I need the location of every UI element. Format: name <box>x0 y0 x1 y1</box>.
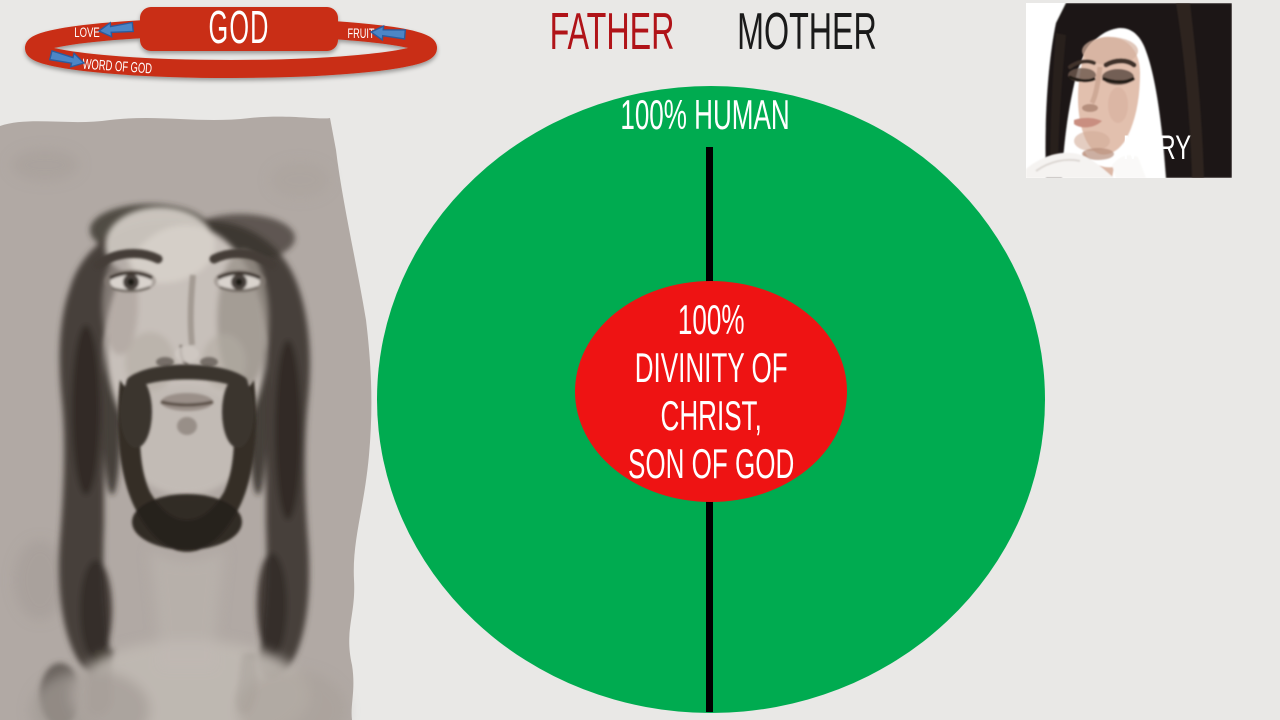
word-of-god-label: WORD OF GOD <box>82 56 153 77</box>
divinity-ellipse: 100% DIVINITY OF CHRIST, SON OF GOD <box>575 281 847 502</box>
human-nature-label: 100% HUMAN <box>620 91 790 138</box>
love-label: LOVE <box>74 24 99 40</box>
divinity-label: 100% DIVINITY OF CHRIST, SON OF GOD <box>628 296 794 488</box>
neck-and-shoulders <box>30 550 347 720</box>
mary-hair-sheen-2 <box>1050 33 1066 173</box>
divinity-line-1: 100% <box>677 295 745 343</box>
fruit-label: FRUIT <box>347 27 374 41</box>
face-features <box>93 249 277 367</box>
divinity-line-2: DIVINITY OF <box>634 343 788 391</box>
divinity-line-3: CHRIST, <box>660 391 762 439</box>
mary-caption: MARY <box>1123 129 1191 167</box>
god-box <box>140 7 338 51</box>
mary-face <box>1068 36 1140 155</box>
divinity-line-4: SON OF GOD <box>627 439 795 487</box>
mary-photo: MARY <box>1026 3 1232 178</box>
beard <box>117 364 257 552</box>
god-cycle-diagram: GOD LOVE FRUIT WORD OF GOD <box>25 1 437 78</box>
mary-shirt <box>1026 148 1146 178</box>
jesus-watercolor-portrait <box>0 116 372 720</box>
mother-heading: MOTHER <box>737 3 877 61</box>
father-heading: FATHER <box>549 3 675 61</box>
paper-splotches <box>11 149 330 620</box>
mary-hair-sheen <box>1176 3 1204 178</box>
god-title: GOD <box>209 1 270 53</box>
